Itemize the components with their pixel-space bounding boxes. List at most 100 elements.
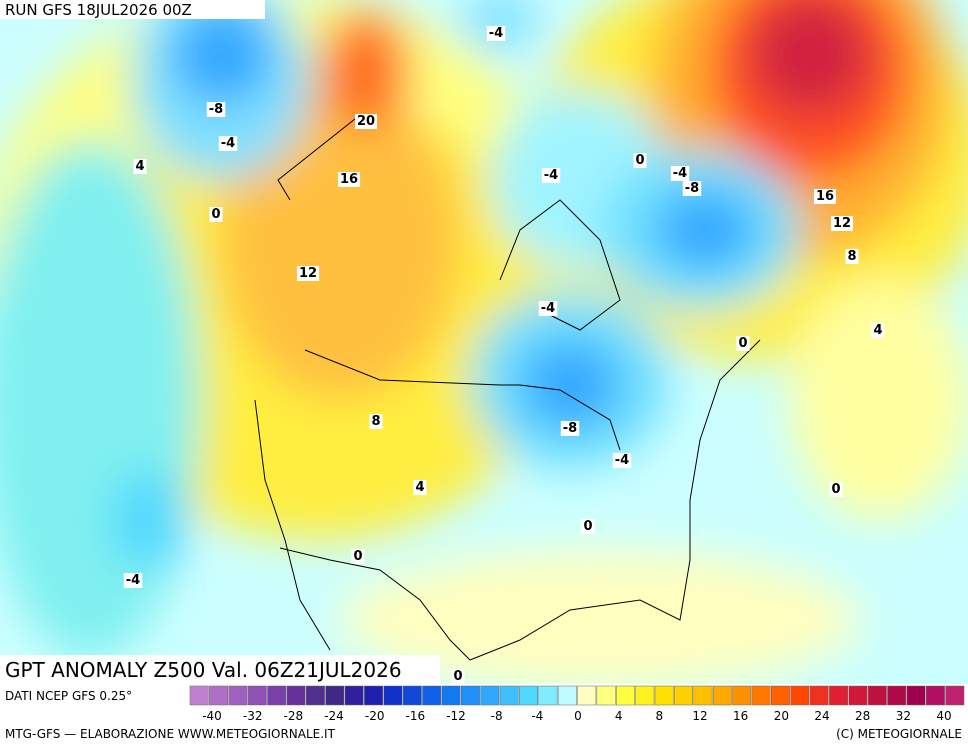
color-swatch [286, 685, 306, 706]
contour-label-bg [813, 189, 837, 204]
contour-label: -8 [563, 421, 577, 436]
color-swatch [325, 685, 345, 706]
colorbar-tick-label: -28 [284, 709, 304, 723]
contour-label: -4 [673, 166, 687, 181]
contour-label-bg [218, 136, 238, 151]
contour-label: 0 [635, 153, 644, 168]
colorbar-tick-label: 40 [936, 709, 951, 723]
colorbar-tick-label: -8 [491, 709, 503, 723]
color-swatch [344, 685, 364, 706]
contour-label: 4 [873, 323, 882, 338]
contour-label: 12 [833, 216, 851, 231]
contour-label: 12 [299, 266, 317, 281]
colorbar-tick-label: 4 [615, 709, 623, 723]
color-swatch [712, 685, 732, 706]
contour-label-bg [296, 266, 320, 281]
color-swatch [364, 685, 383, 706]
contour-label-bg [670, 166, 690, 181]
contour-label-bg [123, 573, 143, 588]
color-swatch [557, 685, 577, 706]
color-swatch [654, 685, 674, 706]
run-box [0, 0, 265, 19]
contour-label: 20 [357, 114, 375, 129]
color-swatch [616, 685, 635, 706]
color-swatch [402, 685, 422, 706]
contour-label-bg [369, 414, 383, 429]
contour-label-bg [337, 172, 361, 187]
colorbar-tick-label: 8 [656, 709, 664, 723]
color-swatch [771, 685, 790, 706]
colorbar-tick-label: -40 [202, 709, 222, 723]
color-swatch [267, 685, 287, 706]
pacific-coast [254, 399, 331, 651]
color-swatch [228, 685, 248, 706]
color-swatch [577, 685, 597, 706]
color-swatch [906, 685, 926, 706]
color-swatch [480, 685, 500, 706]
color-swatch [538, 685, 558, 706]
contour-label-bg [682, 181, 702, 196]
contour-label: 0 [453, 669, 462, 684]
footer-right: (C) METEOGIORNALE [836, 727, 962, 741]
contour-label: -8 [685, 181, 699, 196]
colorbar-tick-label: -12 [446, 709, 466, 723]
contour-label-bg [354, 114, 378, 129]
contour-label: -4 [221, 136, 235, 151]
contour-label-bg [541, 168, 561, 183]
contour-label-bg [206, 102, 226, 117]
colorbar-tick-label: -32 [243, 709, 263, 723]
colorbar-tick-label: -20 [365, 709, 385, 723]
color-swatch [499, 685, 519, 706]
contour-label: -4 [489, 26, 503, 41]
color-swatch [441, 685, 461, 706]
anomaly-shading [0, 0, 968, 684]
contour-label-bg [209, 207, 223, 222]
contour-label-bg [581, 519, 595, 534]
contour-label: -8 [209, 102, 223, 117]
colorbar-tick-label: 16 [733, 709, 748, 723]
color-swatch [790, 685, 810, 706]
colorbar-tick-label: 20 [774, 709, 789, 723]
color-swatch [829, 685, 848, 706]
colorbar-tick-label: -16 [406, 709, 426, 723]
contour-label: -4 [126, 573, 140, 588]
color-swatch [945, 685, 965, 706]
color-swatch [693, 685, 713, 706]
contour-label: -4 [541, 301, 555, 316]
color-swatch [848, 685, 868, 706]
contour-label-bg [538, 301, 558, 316]
colorbar-tick-label: 12 [692, 709, 707, 723]
contour-label: 8 [847, 249, 856, 264]
colorbar-tick-label: 32 [896, 709, 911, 723]
contour-label: 16 [340, 172, 358, 187]
color-swatch [635, 685, 655, 706]
color-swatch [887, 685, 907, 706]
color-swatch [189, 685, 209, 706]
contour-label: 0 [353, 549, 362, 564]
hudson-bay [499, 199, 621, 331]
us-canada-border [304, 349, 621, 451]
contour-label: 4 [415, 480, 424, 495]
color-swatch [306, 685, 325, 706]
us-mexico-border [279, 547, 471, 661]
contour-label: -4 [544, 168, 558, 183]
contour-label: 0 [831, 482, 840, 497]
contour-label: 4 [135, 159, 144, 174]
gulf-atlantic-coast [469, 339, 761, 661]
contour-label-bg [612, 453, 632, 468]
contour-label-bg [133, 159, 147, 174]
title-box [0, 655, 440, 684]
data-source: DATI NCEP GFS 0.25° [5, 689, 132, 703]
alaska-border [277, 114, 361, 201]
contour-label: 0 [738, 336, 747, 351]
contour-label-bg [829, 482, 843, 497]
contour-label-bg [451, 669, 465, 684]
color-swatch [809, 685, 829, 706]
colorbar-tick-label: 24 [814, 709, 829, 723]
contour-label: 8 [371, 414, 380, 429]
colorbar-tick-label: -4 [531, 709, 543, 723]
map-title: GPT ANOMALY Z500 Val. 06Z21JUL2026 [5, 658, 402, 682]
